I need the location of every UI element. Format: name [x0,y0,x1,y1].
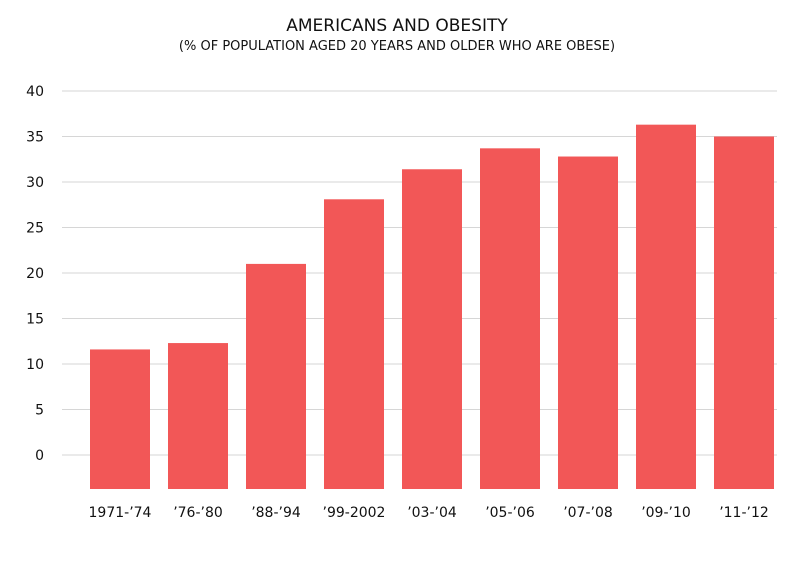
x-tick-label: ’05-’06 [485,505,535,521]
y-tick-label: 20 [26,266,44,282]
y-tick-label: 10 [26,357,44,373]
bar [480,148,540,489]
x-tick-label: 1971-’74 [89,505,152,521]
y-tick-label: 25 [26,221,44,237]
x-tick-label: ’07-’08 [563,505,613,521]
bar [636,124,696,490]
chart-title: AMERICANS AND OBESITY [286,16,508,36]
bar [90,349,150,489]
y-axis-ticks: 0 5 10 15 20 25 30 35 40 [26,84,44,464]
bar [402,169,462,489]
bar [324,199,384,490]
y-tick-label: 40 [26,84,44,100]
y-tick-label: 15 [26,312,44,328]
y-tick-label: 0 [35,448,44,464]
bar [168,343,228,489]
x-tick-label: ’03-’04 [407,505,457,521]
x-tick-label: ’99-2002 [323,505,386,521]
x-axis-labels: 1971-’74 ’76-’80 ’88-’94 ’99-2002 ’03-’04 ’05… [89,505,769,521]
chart-subtitle: (% OF POPULATION AGED 20 YEARS AND OLDER… [179,39,615,54]
bar [558,156,618,489]
y-tick-label: 5 [35,403,44,419]
bar [246,263,306,489]
y-tick-label: 30 [26,175,44,191]
x-tick-label: ’76-’80 [173,505,223,521]
x-tick-label: ’11-’12 [719,505,769,521]
y-tick-label: 35 [26,130,44,146]
x-tick-label: ’88-’94 [251,505,301,521]
bars [90,124,774,490]
x-tick-label: ’09-’10 [641,505,691,521]
bar [714,136,774,489]
